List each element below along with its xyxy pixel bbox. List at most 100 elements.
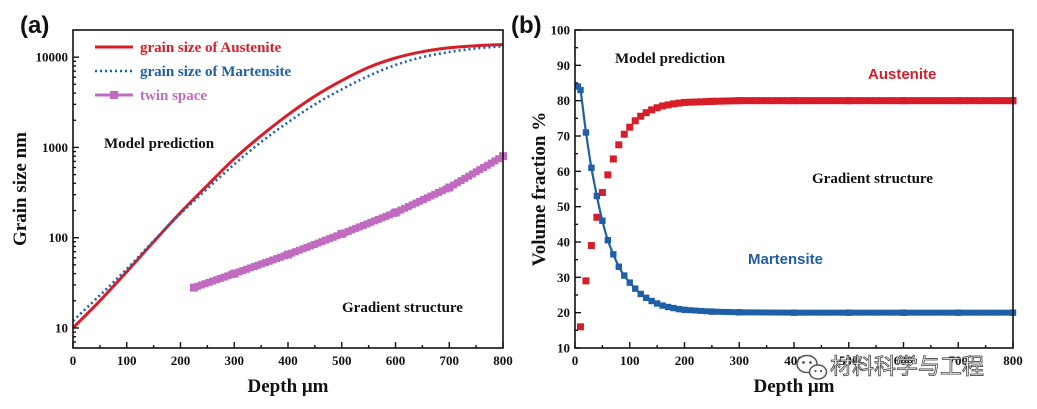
panel-a-legend: grain size of Austenite grain size of Ma… <box>95 40 292 104</box>
panel-a-twin-marker <box>322 236 330 244</box>
panel-a-xtick-label: 300 <box>225 353 245 368</box>
panel-a-twin-marker <box>292 248 300 256</box>
panel-b-martensite-marker <box>791 309 797 316</box>
panel-b-martensite-marker <box>867 309 874 316</box>
panel-b-austenite-marker <box>998 97 1006 105</box>
panel-b-austenite-marker <box>790 97 798 105</box>
panel-b-martensite-marker <box>719 308 726 315</box>
panel-b-martensite-marker <box>916 309 923 316</box>
panel-b-martensite-point <box>681 306 688 314</box>
panel-b-austenite-point <box>609 155 617 163</box>
panel-b-xtick-label: 200 <box>675 353 695 368</box>
legend-twin-marker <box>110 91 118 99</box>
panel-b-martensite-point <box>648 297 655 305</box>
panel-b-martensite-marker <box>905 309 912 316</box>
panel-b-austenite-marker <box>785 97 793 105</box>
panel-a-twin-marker <box>427 192 435 200</box>
panel-b-austenite-point <box>642 109 650 117</box>
panel-a-xtick-label: 100 <box>117 353 137 368</box>
panel-a-twin-marker <box>397 206 405 214</box>
panel-b-martensite-point <box>593 192 601 200</box>
panel-a-twin-marker <box>457 177 465 185</box>
panel-a-twin-marker <box>197 281 205 289</box>
panel-b-martensite-marker <box>971 309 978 316</box>
panel-a-twin-marker <box>307 242 315 250</box>
panel-b-austenite-marker <box>768 97 776 105</box>
panel-b-martensite-marker <box>966 309 973 316</box>
panel-b-martensite-marker <box>796 309 803 316</box>
panel-b-martensite-marker <box>774 309 781 316</box>
watermark: 材料科学与工程 <box>796 355 984 380</box>
panel-b-austenite-marker <box>806 97 814 105</box>
panel-b-austenite-marker <box>735 97 743 105</box>
panel-b-xtick-label: 500 <box>839 353 859 368</box>
panel-b-martensite-marker <box>818 309 825 316</box>
panel-b-martensite-point <box>588 164 595 171</box>
panel-b-ytick-label: 40 <box>557 235 570 250</box>
panel-b-austenite-marker <box>801 97 809 105</box>
panel-b-martensite-point <box>574 83 581 90</box>
panel-b-martensite-label: Martensite <box>748 251 823 268</box>
panel-b-martensite-marker <box>747 309 754 316</box>
panel-b-austenite-point <box>598 189 606 197</box>
panel-b-ytick-label: 60 <box>557 164 570 179</box>
panel-b-martensite-marker <box>763 309 770 316</box>
panel-a-twin-marker <box>318 238 326 246</box>
panel-b-ylabel: Volume fraction % <box>529 112 550 266</box>
panel-b-martensite-point <box>626 279 633 286</box>
panel-a-twin-marker <box>495 155 503 163</box>
watermark-text: 材料科学与工程 <box>830 355 984 380</box>
legend-twin-label: twin space <box>140 88 207 104</box>
panel-a-twin-marker <box>250 263 258 271</box>
panel-b-ytick-label: 90 <box>557 58 570 73</box>
panel-a-twin-marker <box>487 159 495 167</box>
panel-b-austenite-point <box>631 117 639 125</box>
panel-b-austenite-point <box>670 100 678 108</box>
panel-a-twin-marker <box>258 260 266 268</box>
panel-a-xlabel: Depth μm <box>248 376 329 397</box>
panel-a-twin-marker <box>374 215 382 223</box>
panel-a-twin-marker <box>205 278 213 286</box>
panel-b-austenite-marker <box>993 97 1001 105</box>
panel-a-twin-marker <box>401 204 409 212</box>
panel-b-austenite-marker <box>900 97 907 105</box>
panel-b-austenite-marker <box>817 97 825 105</box>
panel-b-austenite-point <box>681 98 688 106</box>
panel-a-twin-marker <box>419 196 427 204</box>
panel-a-xtick-label: 700 <box>440 353 460 368</box>
panel-b-austenite-marker <box>932 97 940 105</box>
panel-b-ticks: 0 100 200 300 400 500 600 700 800102030405060708… <box>551 23 1023 369</box>
panel-a-twin-marker <box>352 224 360 232</box>
panel-b-austenite-marker <box>686 98 694 106</box>
panel-b-austenite-marker <box>905 97 913 105</box>
panel-b-martensite-marker <box>955 309 962 316</box>
panel-b-martensite-marker <box>714 308 721 315</box>
panel-b-martensite-marker <box>780 309 787 316</box>
panel-b-martensite-point <box>659 302 666 309</box>
panel-b-austenite-marker <box>757 97 765 105</box>
panel-b-martensite-marker <box>769 309 776 316</box>
panel-b-martensite-marker <box>944 309 951 316</box>
panel-b-martensite-marker <box>922 309 929 316</box>
panel-b-martensite-point <box>621 272 628 279</box>
panel-a-ticks: 0 100 200 300 400 500 600 700 800 10 100 1000 10000 <box>36 50 513 368</box>
panel-b-martensite-marker <box>785 309 792 316</box>
panel-a-ytick-label: 10000 <box>36 50 69 65</box>
panel-a-twin-marker <box>246 264 254 272</box>
panel-b-austenite-marker <box>954 97 962 105</box>
panel-b-austenite-marker <box>960 97 968 105</box>
panel-a-twin-marker <box>382 212 390 220</box>
panel-b-martensite-marker <box>1004 309 1011 316</box>
panel-b-martensite-marker <box>911 309 918 316</box>
panel-b-austenite-marker <box>927 97 935 105</box>
panel-a-twin-marker <box>371 217 379 225</box>
panel-b-austenite-point <box>593 213 601 221</box>
panel-b-austenite-marker <box>943 97 951 105</box>
panel-a-twin-marker <box>438 187 446 195</box>
panel-a-twin-marker <box>239 267 247 275</box>
panel-b-martensite-marker <box>889 309 896 316</box>
panel-b-austenite-marker <box>965 97 973 105</box>
panel-b-martensite-marker <box>938 309 945 316</box>
panel-b-austenite-marker <box>719 97 727 105</box>
